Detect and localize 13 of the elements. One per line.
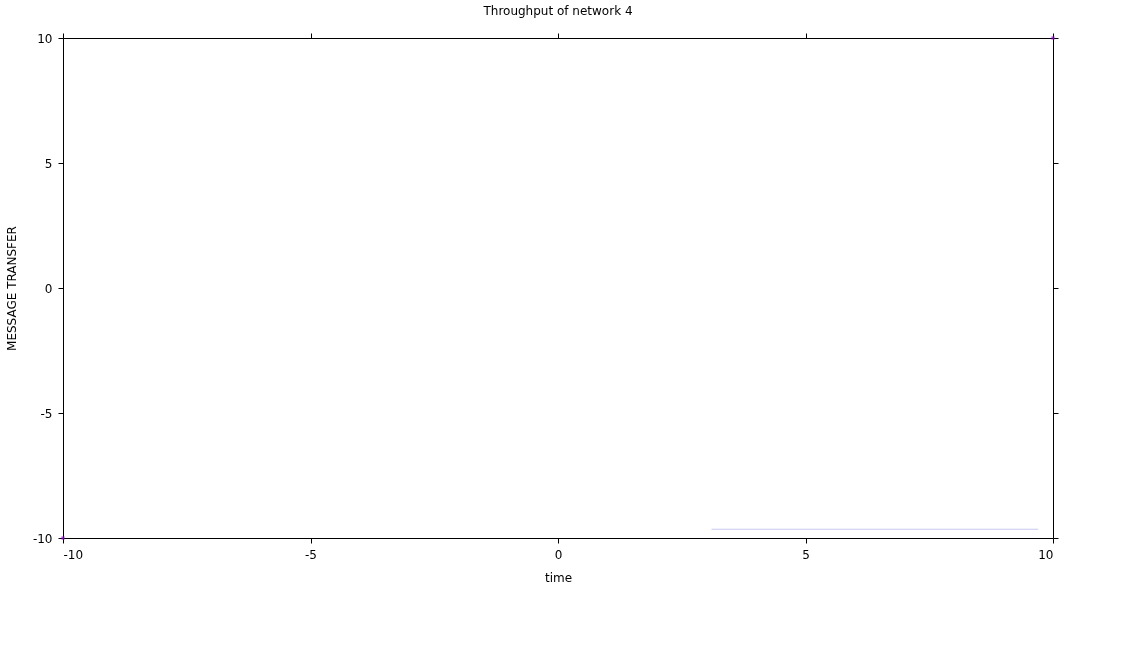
x-tick-label: 0 (554, 547, 563, 562)
y-tick-label: -10 (32, 531, 53, 546)
y-tick-label: 0 (44, 281, 53, 296)
x-tick-label: -10 (63, 547, 84, 562)
y-tick-label: -5 (40, 406, 53, 421)
y-tick-label: 5 (44, 156, 53, 171)
chart-title: Throughput of network 4 (482, 4, 633, 18)
x-axis-title: time (544, 570, 573, 585)
x-tick-label: 5 (802, 547, 810, 562)
y-axis-title: MESSAGE TRANSFER (4, 226, 19, 351)
y-tick-label: 10 (37, 31, 53, 46)
x-tick-label: -5 (305, 547, 317, 562)
x-tick-label: 10 (1038, 547, 1054, 562)
